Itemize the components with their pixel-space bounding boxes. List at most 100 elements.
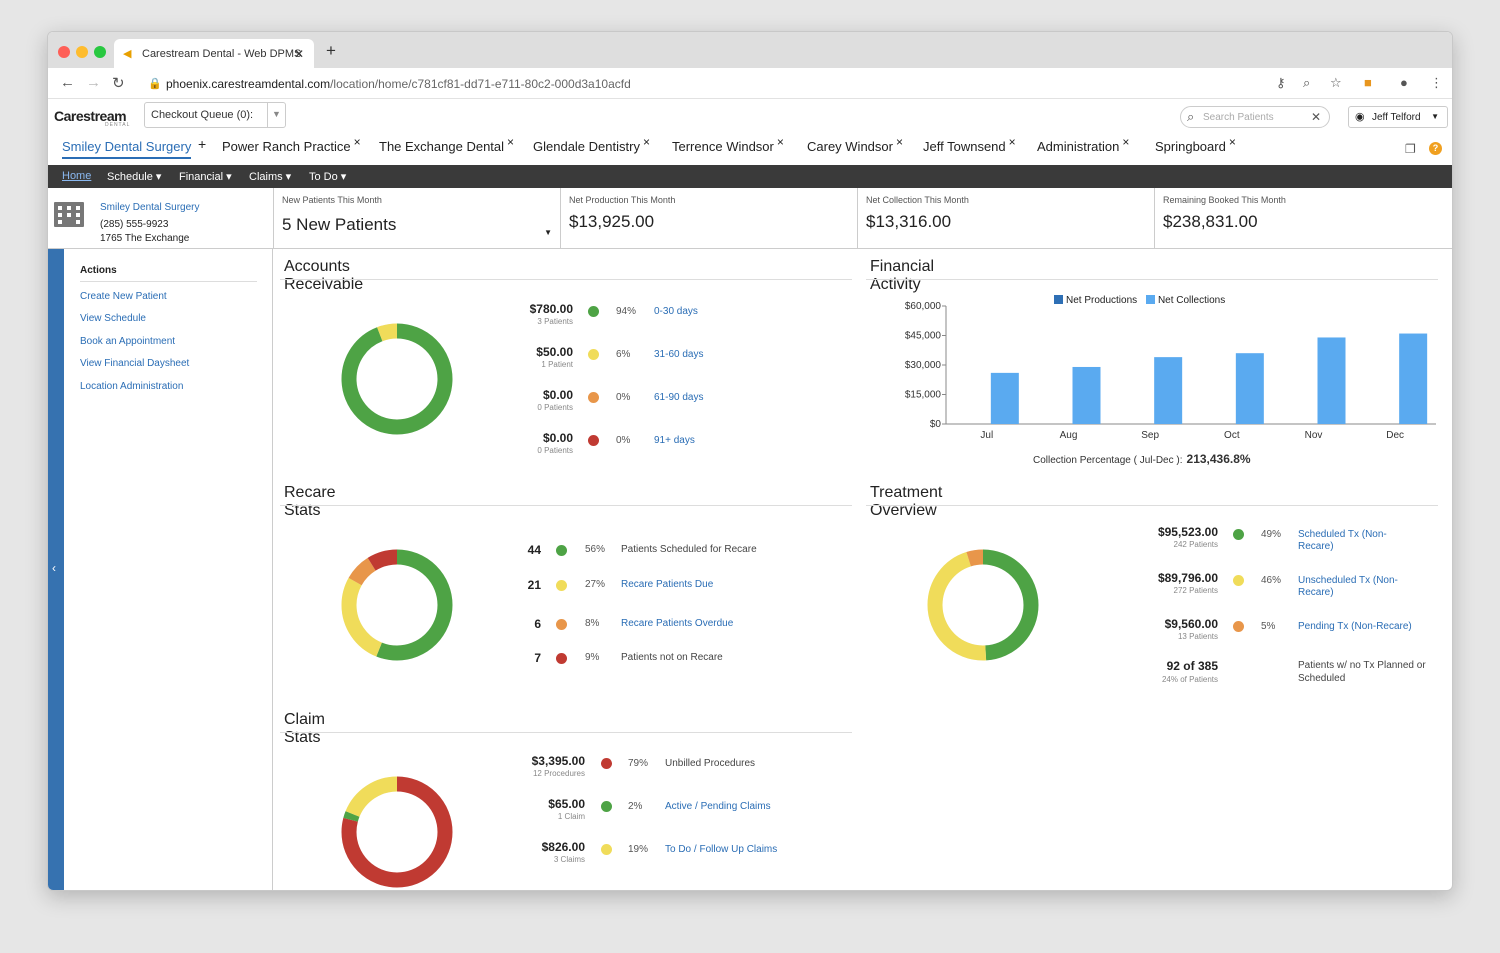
row-link[interactable]: 61-90 days [654, 392, 704, 403]
nav-financial[interactable]: Financial ▾ [179, 171, 232, 183]
add-tab-icon[interactable]: + [198, 136, 207, 152]
close-window-button[interactable] [58, 46, 70, 58]
donut-slice-orange[interactable] [927, 549, 1039, 661]
bar-net-collections-aug[interactable] [1072, 366, 1101, 424]
close-tab-icon[interactable]: × [642, 135, 650, 149]
sidebar-toggle[interactable]: ‹ [48, 249, 64, 890]
donut-slice-yellow[interactable] [927, 549, 1039, 661]
star-icon[interactable]: ☆ [1330, 75, 1342, 90]
bar-net-collections-nov[interactable] [1317, 337, 1346, 424]
location-tab[interactable]: Carey Windsor × [807, 135, 903, 154]
row-subtext: 1 Claim [557, 812, 585, 821]
chevron-down-icon[interactable]: ▼ [267, 103, 285, 127]
action-view-financial-daysheet[interactable]: View Financial Daysheet [80, 358, 190, 369]
donut-slice-yellow[interactable] [341, 776, 453, 888]
donut-slice-yellow[interactable] [341, 549, 453, 661]
user-menu[interactable]: ◉ Jeff Telford ▼ [1348, 106, 1448, 128]
checkout-queue-select[interactable]: Checkout Queue (0): ▼ [144, 102, 286, 128]
search-patients-input[interactable]: ⌕ Search Patients ✕ [1180, 106, 1330, 128]
maximize-window-button[interactable] [94, 46, 106, 58]
row-link[interactable]: Active / Pending Claims [665, 801, 771, 812]
location-tab[interactable]: Terrence Windsor × [672, 135, 784, 154]
action-book-appointment[interactable]: Book an Appointment [80, 336, 176, 347]
donut-slice-yellow[interactable] [341, 323, 453, 435]
help-icon[interactable]: ? [1429, 142, 1442, 155]
nav-schedule[interactable]: Schedule ▾ [107, 171, 162, 183]
x-tick-label: Sep [1141, 430, 1159, 441]
row-link[interactable]: To Do / Follow Up Claims [665, 844, 778, 855]
close-tab-icon[interactable]: × [353, 135, 361, 149]
row-link[interactable]: Recare Patients Due [621, 579, 714, 590]
stat-new-patients[interactable]: New Patients This Month 5 New Patients ▼ [273, 188, 560, 249]
legend-dot-icon [556, 545, 567, 556]
location-tab-label: Springboard [1155, 139, 1226, 154]
location-tab[interactable]: Jeff Townsend × [923, 135, 1016, 154]
legend-dot-icon [601, 801, 612, 812]
clear-search-icon[interactable]: ✕ [1310, 110, 1321, 124]
row-percent: 2% [628, 801, 643, 812]
profile-icon[interactable]: ● [1400, 75, 1408, 90]
close-tab-icon[interactable]: × [507, 135, 515, 149]
extension-icon[interactable]: ■ [1364, 75, 1372, 90]
nav-claims[interactable]: Claims ▾ [249, 171, 292, 183]
zoom-icon[interactable]: ⌕ [1303, 75, 1311, 90]
location-name-link[interactable]: Smiley Dental Surgery [100, 202, 200, 213]
menu-icon[interactable]: ⋮ [1430, 75, 1443, 90]
row-link[interactable]: 91+ days [654, 435, 695, 446]
donut-slice-green[interactable] [341, 323, 453, 435]
close-tab-icon[interactable]: × [1122, 135, 1130, 149]
row-link[interactable]: Scheduled Tx (Non-Recare) [1298, 529, 1387, 552]
close-tab-icon[interactable]: × [1228, 135, 1236, 149]
row-percent: 9% [585, 652, 600, 663]
window-restore-icon[interactable]: ❐ [1405, 142, 1416, 156]
location-address: 1765 The Exchange [100, 233, 190, 244]
key-icon[interactable]: ⚷ [1276, 75, 1286, 90]
new-tab-button[interactable]: + [326, 41, 336, 60]
nav-todo[interactable]: To Do ▾ [309, 171, 347, 183]
close-tab-icon[interactable]: × [776, 135, 784, 149]
action-create-new-patient[interactable]: Create New Patient [80, 291, 167, 302]
main-nav: Home Schedule ▾ Financial ▾ Claims ▾ To … [48, 165, 1452, 188]
location-tab-label: Smiley Dental Surgery [62, 139, 192, 154]
legend-dot-icon [588, 392, 599, 403]
action-view-schedule[interactable]: View Schedule [80, 313, 146, 324]
url-field[interactable]: phoenix.carestreamdental.com/location/ho… [166, 77, 631, 91]
treatment-donut-chart [927, 549, 1039, 661]
y-tick-label: $15,000 [905, 390, 942, 401]
close-tab-icon[interactable]: ✕ [293, 47, 304, 61]
legend-dot-icon [601, 758, 612, 769]
stat-value: 5 New Patients [282, 215, 397, 234]
bar-net-collections-sep[interactable] [1154, 357, 1183, 424]
legend-net-productions[interactable]: Net Productions [1048, 295, 1137, 306]
location-tab[interactable]: The Exchange Dental × [379, 135, 514, 154]
minimize-window-button[interactable] [76, 46, 88, 58]
row-link[interactable]: Recare Patients Overdue [621, 618, 734, 629]
row-link[interactable]: 0-30 days [654, 306, 698, 317]
caret-down-icon[interactable]: ▼ [544, 228, 552, 237]
back-icon[interactable]: ← [60, 74, 75, 91]
close-tab-icon[interactable]: × [1008, 135, 1016, 149]
bar-net-collections-dec[interactable] [1399, 333, 1428, 424]
location-tab[interactable]: Springboard × [1155, 135, 1236, 154]
location-tab[interactable]: Glendale Dentistry × [533, 135, 650, 154]
row-link[interactable]: Unscheduled Tx (Non-Recare) [1298, 575, 1398, 598]
row-link[interactable]: 31-60 days [654, 349, 704, 360]
legend-net-collections[interactable]: Net Collections [1140, 295, 1225, 306]
row-link[interactable]: Pending Tx (Non-Recare) [1298, 621, 1412, 632]
x-tick-label: Dec [1386, 430, 1404, 441]
forward-icon[interactable]: → [86, 74, 101, 91]
bar-net-collections-oct[interactable] [1235, 353, 1264, 424]
chevron-left-icon[interactable]: ‹ [52, 561, 56, 575]
location-tab[interactable]: Power Ranch Practice × [222, 135, 361, 154]
action-location-administration[interactable]: Location Administration [80, 381, 184, 392]
nav-home[interactable]: Home [62, 170, 92, 182]
reload-icon[interactable]: ↻ [112, 75, 125, 92]
location-tab[interactable]: Administration × [1037, 135, 1129, 154]
browser-tab[interactable]: ◀ Carestream Dental - Web DPMS ✕ [114, 39, 314, 69]
donut-slice-red[interactable] [341, 549, 453, 661]
location-tab[interactable]: Smiley Dental Surgery [62, 139, 192, 159]
bar-net-collections-jul[interactable] [990, 372, 1019, 424]
location-tab-label: The Exchange Dental [379, 139, 505, 154]
close-tab-icon[interactable]: × [895, 135, 903, 149]
user-icon: ◉ [1355, 111, 1365, 123]
